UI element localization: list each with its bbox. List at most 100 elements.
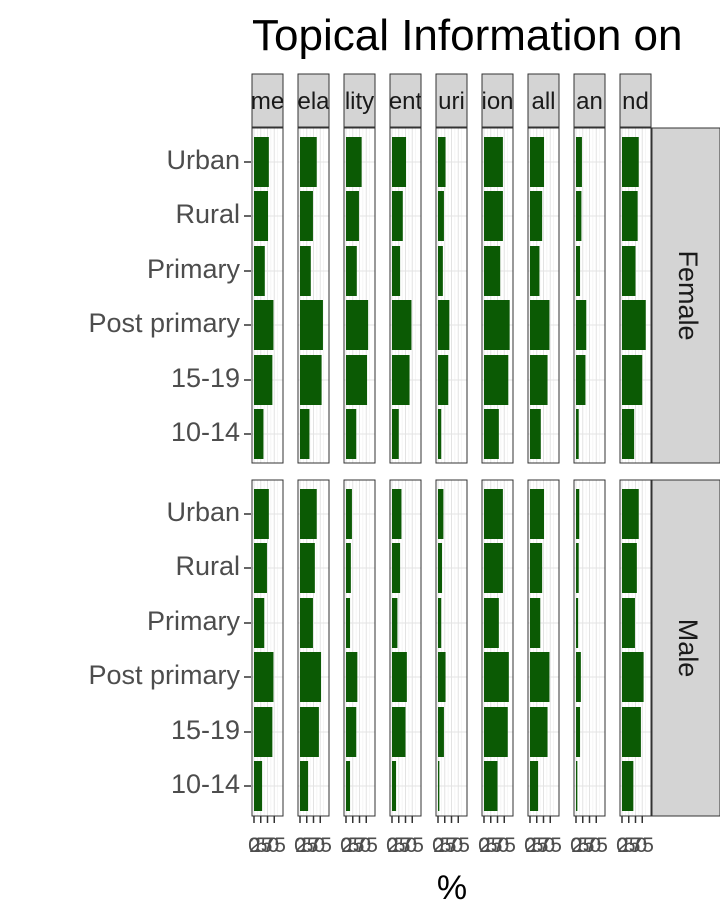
bar	[484, 137, 503, 187]
y-tick-label: Rural	[175, 199, 240, 229]
row-strip	[651, 479, 720, 817]
x-tick-label: 75	[309, 834, 332, 857]
bar	[392, 137, 407, 187]
column-strip-label: an	[576, 88, 603, 115]
bar	[346, 246, 357, 296]
x-tick-label: 75	[539, 834, 562, 857]
bar	[438, 761, 440, 811]
y-tick-label: 15-19	[171, 363, 240, 393]
bar	[346, 652, 358, 702]
bar	[622, 409, 635, 459]
bar	[622, 652, 644, 702]
facet-panel	[251, 479, 284, 817]
bar	[530, 300, 550, 350]
bar	[484, 409, 499, 459]
facet-panel	[343, 127, 376, 464]
bar	[438, 543, 443, 593]
x-tick-label: 50	[256, 834, 279, 857]
bar	[300, 300, 323, 350]
bar	[300, 246, 311, 296]
x-tick-label: 75	[447, 834, 470, 857]
y-tick-label: Rural	[175, 551, 240, 581]
y-tick-label: 10-14	[171, 417, 240, 447]
bar	[438, 191, 444, 241]
facet-panel	[389, 479, 422, 817]
bar	[346, 300, 369, 350]
y-tick-label: Post primary	[88, 660, 240, 690]
bar	[346, 409, 357, 459]
bar	[300, 409, 310, 459]
column-strip-label: ion	[481, 88, 513, 115]
bar	[530, 543, 543, 593]
facet-panel	[619, 127, 652, 464]
x-tick-label: 50	[532, 834, 555, 857]
column-strip	[527, 73, 560, 128]
bar	[576, 543, 579, 593]
bar	[576, 246, 581, 296]
column-strip	[297, 73, 330, 128]
bar	[300, 707, 319, 757]
bar	[254, 652, 274, 702]
row-strip	[651, 127, 720, 464]
y-tick-label: 15-19	[171, 715, 240, 745]
x-tick-label: 50	[348, 834, 371, 857]
bar	[346, 543, 351, 593]
bar	[576, 761, 578, 811]
bar	[484, 246, 501, 296]
bar	[622, 543, 637, 593]
facet-panel	[481, 479, 514, 817]
x-tick-label: 50	[302, 834, 325, 857]
facet-panel	[343, 479, 376, 817]
x-tick-label: 75	[585, 834, 608, 857]
y-tick-label: Urban	[166, 497, 240, 527]
bar	[254, 761, 263, 811]
column-strip	[251, 73, 284, 128]
column-strip	[619, 73, 652, 128]
x-tick-label: 0	[616, 834, 628, 857]
x-tick-label: 50	[394, 834, 417, 857]
bar	[392, 246, 401, 296]
bar	[392, 489, 402, 539]
facet-panel	[573, 479, 606, 817]
bar	[576, 137, 582, 187]
x-tick-label: 50	[578, 834, 601, 857]
bar	[622, 300, 646, 350]
bar	[576, 707, 581, 757]
bar	[254, 598, 265, 648]
bar	[346, 137, 362, 187]
panels-layer: me ela lity ent uri ion all an nd Female Urban Rura…	[88, 73, 720, 857]
bar	[300, 489, 317, 539]
bar	[392, 543, 401, 593]
x-tick-label: 25	[387, 834, 410, 857]
x-tick-label: 75	[631, 834, 654, 857]
bar	[254, 409, 264, 459]
bar	[346, 191, 359, 241]
x-tick-label: 25	[341, 834, 364, 857]
x-tick-label: 25	[433, 834, 456, 857]
column-strip	[389, 73, 422, 128]
bar	[300, 355, 322, 405]
bar	[254, 191, 269, 241]
column-strip	[481, 73, 514, 128]
bar	[530, 707, 548, 757]
bar	[346, 489, 352, 539]
bar	[622, 191, 638, 241]
bar	[622, 598, 635, 648]
bar	[530, 761, 539, 811]
x-tick-label: 0	[432, 834, 444, 857]
row-strip-label: Female	[673, 250, 703, 340]
panel-border	[619, 127, 652, 464]
bar	[300, 191, 313, 241]
bar	[300, 598, 313, 648]
bar	[254, 246, 265, 296]
x-tick-label: 0	[386, 834, 398, 857]
panel-border	[343, 127, 376, 464]
bar	[392, 300, 412, 350]
facet-panel	[297, 479, 330, 817]
bar	[438, 598, 442, 648]
column-strip-label: me	[251, 88, 284, 115]
bar	[484, 652, 509, 702]
x-tick-label: 25	[525, 834, 548, 857]
x-tick-label: 0	[294, 834, 306, 857]
bar	[438, 300, 450, 350]
